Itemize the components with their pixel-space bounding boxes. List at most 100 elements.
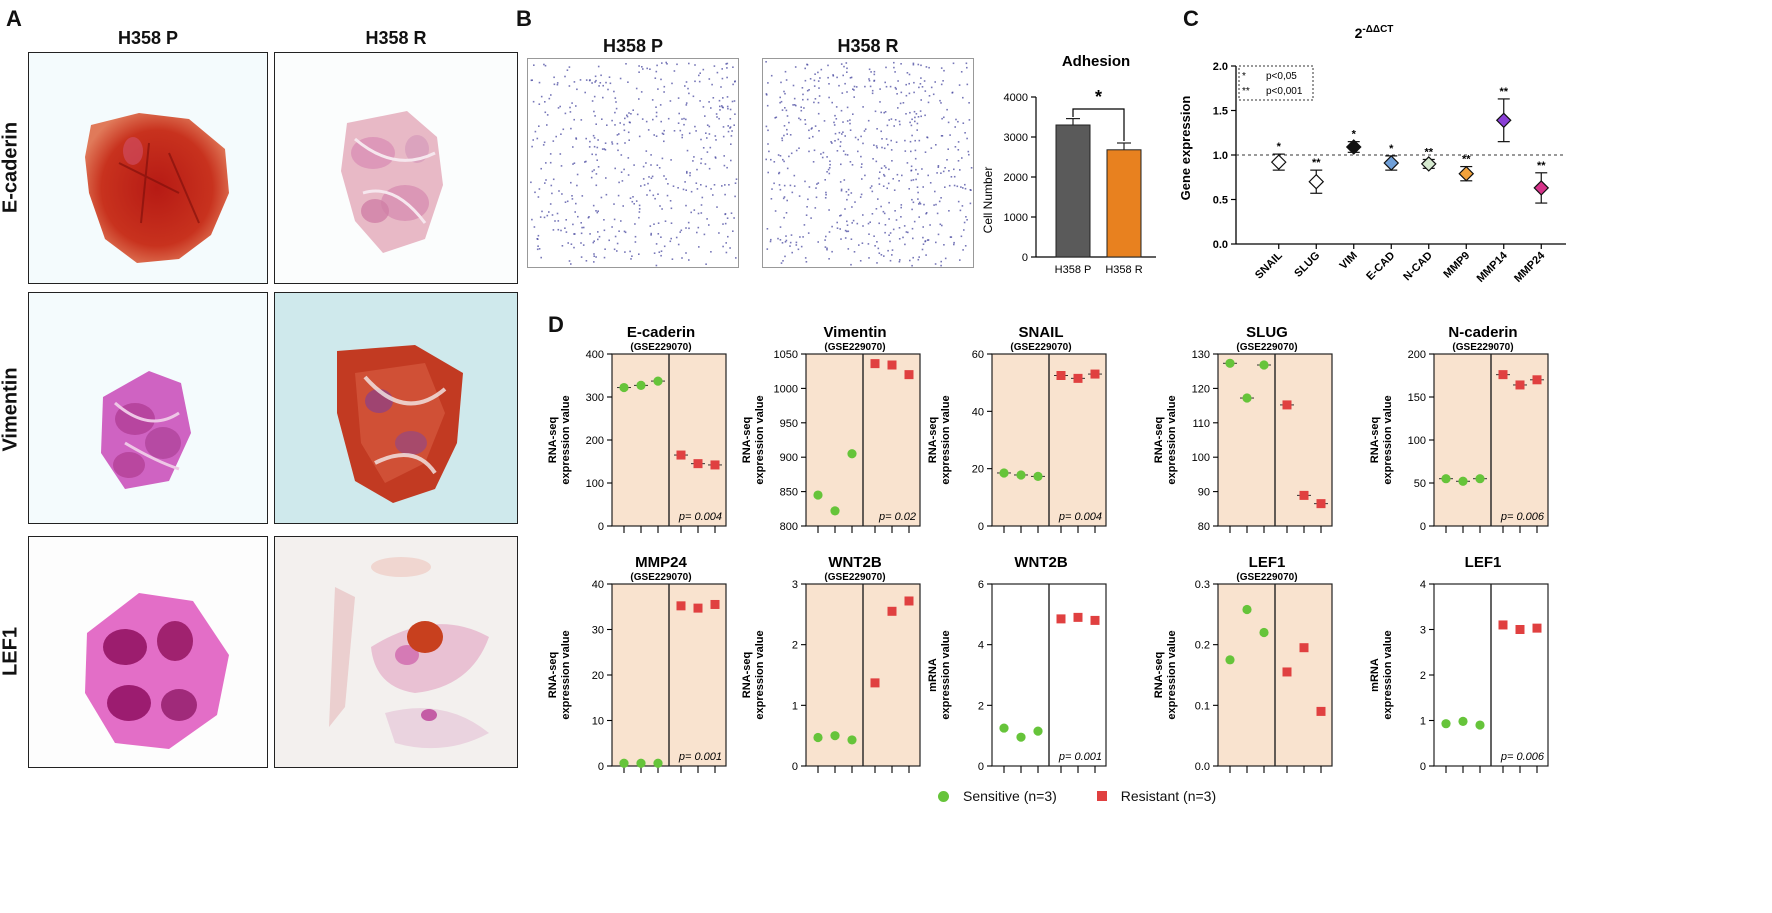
resistant-point xyxy=(1316,499,1326,509)
chart-d-ytick: 10 xyxy=(592,716,604,728)
gene-label: N-CAD xyxy=(1401,250,1435,284)
chart-d-title: WNT2B xyxy=(1014,554,1067,571)
resistant-point xyxy=(1056,614,1066,624)
chart-d-ytick: 2 xyxy=(978,700,984,712)
sensitive-point xyxy=(1033,471,1043,482)
chart-d-ytick: 950 xyxy=(780,418,798,430)
panel-a-label: A xyxy=(6,6,22,31)
rnaseq-chart-7: WNT2B mRNAexpression value 0 2 4 6 p= 0.001 xyxy=(927,554,1107,773)
legend-resistant-label: Resistant (n=3) xyxy=(1120,788,1217,804)
sensitive-point xyxy=(1016,470,1026,480)
chart-d-ytick: 20 xyxy=(592,670,604,682)
resistant-point xyxy=(1073,373,1083,383)
svg-text:*: * xyxy=(1242,71,1246,82)
sensitive-point xyxy=(813,490,823,500)
chart-c-ytick: 1.5 xyxy=(1213,106,1228,118)
chart-d-ylabel: RNA-seqexpression value xyxy=(1153,395,1178,484)
gene-label: SLUG xyxy=(1292,250,1322,280)
legend-sensitive-label: Sensitive (n=3) xyxy=(963,788,1057,804)
rnaseq-chart-0: E-caderin(GSE229070) RNA-seqexpression va… xyxy=(547,324,727,533)
resistant-point xyxy=(1532,623,1542,633)
chart-d-title: Vimentin xyxy=(823,324,886,341)
legend-sensitive-marker xyxy=(938,790,949,802)
svg-text:**: ** xyxy=(1242,86,1250,97)
sensitive-point xyxy=(1225,358,1235,368)
stained-cell-vim-r xyxy=(337,345,463,503)
chart-c-title: 2-ΔΔCT xyxy=(1355,24,1394,41)
adhesion-ytick: 2000 xyxy=(1004,172,1028,184)
adhesion-bar-r xyxy=(1106,149,1142,258)
chart-d-ytick: 1 xyxy=(792,700,798,712)
chart-d-ytick: 0.1 xyxy=(1195,700,1210,712)
panel-a-row-3: LEF1 xyxy=(0,627,22,676)
sensitive-point xyxy=(619,758,629,768)
chart-d-title: LEF1 xyxy=(1249,554,1286,571)
chart-d-ytick: 20 xyxy=(972,464,984,476)
chart-c-legend: * p<0,05 ** p<0,001 xyxy=(1238,65,1314,101)
micrograph-lef1-p xyxy=(28,536,268,768)
panel-d-label: D xyxy=(548,312,564,337)
resistant-point xyxy=(693,603,703,613)
chart-d-ylabel: mRNAexpression value xyxy=(927,630,952,719)
chart-d-ytick: 1050 xyxy=(774,349,798,361)
chart-d-ytick: 100 xyxy=(586,478,604,490)
gene-label: MMP9 xyxy=(1441,250,1472,281)
legend-resistant-marker xyxy=(1096,791,1107,801)
chart-d-ylabel: RNA-seqexpression value xyxy=(1369,395,1394,484)
chart-d-title: N-caderin xyxy=(1448,324,1517,341)
chart-d-subtitle: (GSE229070) xyxy=(630,342,691,353)
chart-d-pvalue: p= 0.004 xyxy=(1058,511,1102,523)
svg-text:p<0,05: p<0,05 xyxy=(1266,71,1297,82)
chart-d-pvalue: p= 0.004 xyxy=(678,511,722,523)
chart-d-ytick: 30 xyxy=(592,625,604,637)
adhesion-ylabel: Cell Number xyxy=(981,167,995,234)
chart-d-ytick: 0 xyxy=(598,761,604,773)
sensitive-point xyxy=(619,382,629,393)
chart-d-ytick: 130 xyxy=(1192,349,1210,361)
gene-point-n-cad xyxy=(1420,156,1437,172)
chart-d-pvalue: p= 0.001 xyxy=(1058,751,1102,763)
chart-d-ytick: 3 xyxy=(792,579,798,591)
resistant-point xyxy=(1515,380,1525,390)
chart-d-ytick: 4 xyxy=(1420,579,1426,591)
adhesion-ytick: 3000 xyxy=(1004,132,1028,144)
chart-d-title: LEF1 xyxy=(1465,554,1502,571)
stained-cell-ecad-p xyxy=(85,113,229,263)
rnaseq-chart-2: SNAIL(GSE229070) RNA-seqexpression value 0… xyxy=(927,324,1107,533)
chart-d-ytick: 100 xyxy=(1192,452,1210,464)
rnaseq-chart-9: LEF1 mRNAexpression value 0 1 2 3 4 p= 0.006 xyxy=(1369,554,1549,773)
chart-d-ytick: 1 xyxy=(1420,716,1426,728)
chart-d-ytick: 400 xyxy=(586,349,604,361)
micrograph-ecad-r xyxy=(274,52,518,284)
resistant-point xyxy=(1498,370,1508,380)
adhesion-xlabel-p: H358 P xyxy=(1055,264,1092,276)
adhesion-ytick: 4000 xyxy=(1004,92,1028,104)
chart-d-pvalue: p= 0.006 xyxy=(1500,511,1545,523)
panel-a-row-1: E-caderin xyxy=(0,121,22,214)
chart-d-ytick: 100 xyxy=(1408,435,1426,447)
chart-d-pvalue: p= 0.02 xyxy=(878,511,916,523)
chart-d-subtitle: (GSE229070) xyxy=(1236,342,1297,353)
resistant-point xyxy=(1073,612,1083,622)
adhesion-bar-p xyxy=(1055,124,1091,258)
resistant-point xyxy=(676,601,686,611)
chart-c-ytick: 0.0 xyxy=(1213,239,1228,251)
gene-expression-chart: 2-ΔΔCT Gene expression * p<0,05 ** p<0,0… xyxy=(1178,24,1566,285)
micrograph-vim-p xyxy=(28,292,268,524)
chart-d-ytick: 40 xyxy=(592,579,604,591)
sensitive-point xyxy=(1259,627,1269,638)
chart-d-ytick: 0.0 xyxy=(1195,761,1210,773)
chart-d-ylabel: RNA-seqexpression value xyxy=(1153,630,1178,719)
sensitive-point xyxy=(636,758,646,768)
chart-d-ytick: 0 xyxy=(1420,761,1426,773)
chart-d-ytick: 0 xyxy=(978,761,984,773)
gene-label: MMP14 xyxy=(1475,249,1511,285)
chart-d-ytick: 0 xyxy=(792,761,798,773)
chart-d-title: MMP24 xyxy=(635,554,687,571)
gene-label: MMP24 xyxy=(1512,249,1548,285)
resistant-point xyxy=(870,678,880,688)
panel-d-legend: Sensitive (n=3) Resistant (n=3) xyxy=(938,786,1216,806)
chart-d-subtitle: (GSE229070) xyxy=(1236,572,1297,583)
resistant-point xyxy=(1515,625,1525,634)
adhesion-xlabel-r: H358 R xyxy=(1105,264,1142,276)
